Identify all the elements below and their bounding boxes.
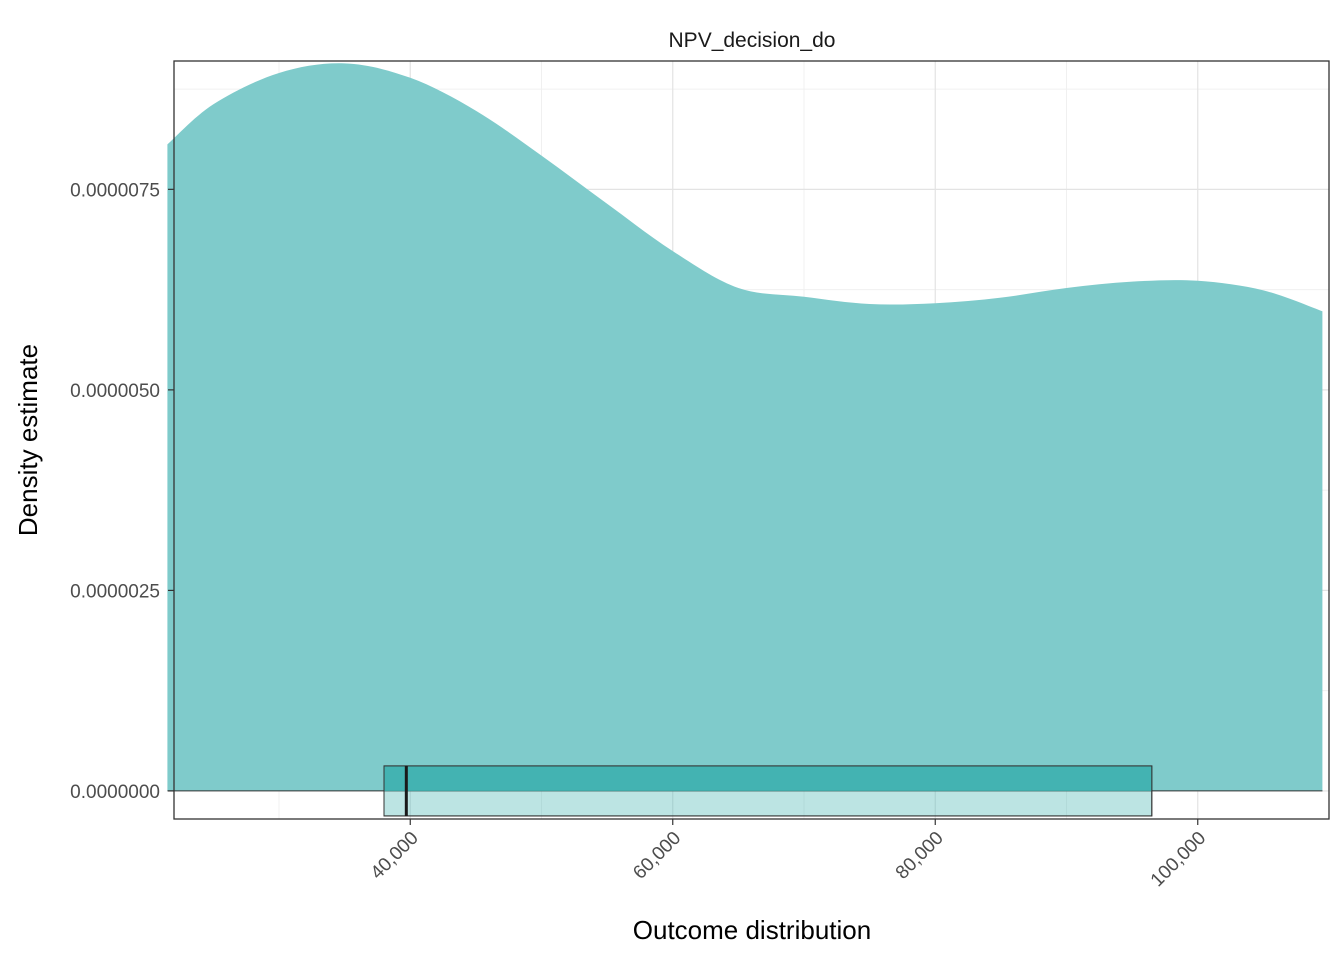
boxplot-outline [383,765,1153,817]
y-tick-label: 0.0000050 [70,381,160,402]
boxplot-box-upper [384,765,1152,791]
y-axis-title: Density estimate [13,344,43,536]
density-fill [167,63,1323,791]
panel-border [173,60,1330,820]
x-axis-title: Outcome distribution [633,915,871,945]
y-tick-label: 0.0000000 [70,782,160,803]
boxplot [383,765,1153,817]
y-tick-label: 0.0000025 [70,581,160,602]
chart-title: NPV_decision_do [669,29,836,52]
y-tick-label: 0.0000075 [70,180,160,201]
